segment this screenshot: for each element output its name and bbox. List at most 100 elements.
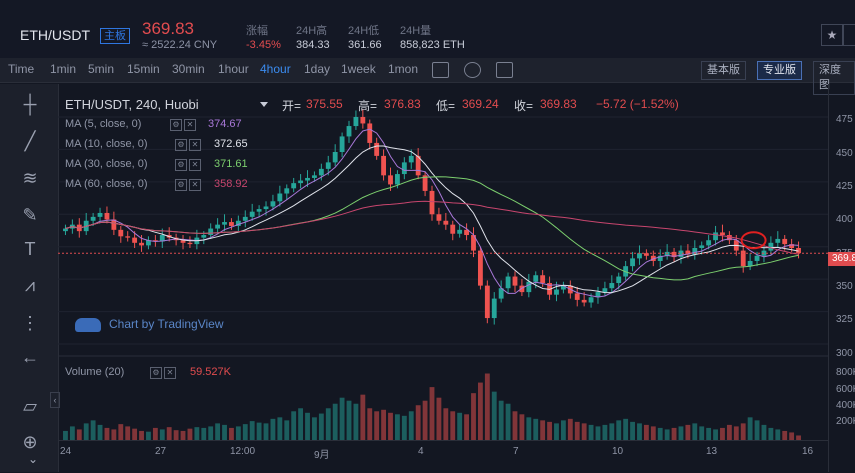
date-tick: 4 [418, 446, 424, 457]
close-icon[interactable]: ✕ [164, 367, 176, 379]
volume-bar [353, 403, 359, 440]
interval-time[interactable]: Time [8, 62, 35, 76]
volume-bar [464, 414, 469, 440]
price-chart[interactable] [58, 84, 828, 472]
settings-icon[interactable]: ⚙ [150, 367, 162, 379]
text-tool-icon[interactable]: T [24, 239, 36, 259]
ohlc-high: 376.83 [384, 97, 421, 111]
trendline-icon[interactable]: ╱ [24, 131, 36, 151]
volume-bar [256, 422, 262, 440]
volume-bar [104, 427, 110, 440]
volume-bar [574, 421, 580, 440]
zoom-in-icon[interactable]: ⊕ [22, 432, 38, 452]
candle-body [90, 216, 96, 221]
chevron-down-icon[interactable]: ⌄ [27, 452, 39, 466]
pattern-icon[interactable]: ⩘ [24, 275, 36, 295]
candle-body [332, 152, 338, 163]
volume-bar [678, 426, 684, 440]
indicator-ma10[interactable]: MA (10, close, 0) [65, 138, 148, 150]
symbol-title[interactable]: ETH/USDT, 240, Huobi [65, 97, 199, 112]
candle-body [713, 232, 718, 241]
indicator-ma60[interactable]: MA (60, close, 0) [65, 178, 148, 190]
collapse-toolbar-icon[interactable]: ‹ [50, 392, 60, 408]
settings-icon[interactable]: ⚙ [175, 159, 187, 171]
candle-body [422, 175, 428, 191]
interval-4hour[interactable]: 4hour [260, 62, 291, 76]
star-icon[interactable]: ★ [821, 24, 843, 46]
candle-body [671, 251, 677, 258]
interval-15min[interactable]: 15min [127, 62, 160, 76]
indicator-ma30[interactable]: MA (30, close, 0) [65, 158, 148, 170]
close-icon[interactable]: ✕ [189, 179, 201, 191]
volume-bar [443, 408, 449, 440]
volume-bar [270, 418, 276, 440]
ohlc-change: −5.72 (−1.52%) [596, 97, 679, 111]
candle-body [339, 136, 345, 152]
indicator-icon[interactable] [432, 62, 449, 78]
indicator-ma5[interactable]: MA (5, close, 0) [65, 118, 142, 130]
volume-bar [298, 408, 304, 440]
candle-body [305, 177, 310, 181]
measure-icon[interactable]: ⋮ [21, 313, 39, 333]
view-basic-button[interactable]: 基本版 [701, 61, 746, 80]
symbol-dropdown-icon[interactable] [260, 102, 268, 107]
candle-body [388, 175, 393, 185]
candle-body [291, 183, 297, 189]
volume-bar [215, 423, 221, 440]
main-board-tag: 主板 [100, 28, 130, 44]
volume-bar [249, 421, 255, 440]
interval-1day[interactable]: 1day [304, 62, 331, 76]
candle-body [360, 116, 366, 124]
volume-bar [312, 417, 317, 440]
view-pro-button[interactable]: 专业版 [757, 61, 802, 80]
fib-icon[interactable]: ≋ [22, 168, 38, 188]
stat-volume-value: 858,823 ETH [400, 39, 465, 51]
stat-high-label: 24H高 [296, 25, 328, 37]
pair-name[interactable]: ETH/USDT [20, 27, 90, 43]
interval-30min[interactable]: 30min [172, 62, 205, 76]
interval-1min[interactable]: 1min [50, 62, 77, 76]
volume-bar [346, 400, 352, 440]
tradingview-watermark[interactable]: Chart by TradingView [75, 317, 224, 332]
header-menu-button[interactable] [843, 24, 855, 46]
brush-icon[interactable]: ✎ [22, 205, 38, 225]
close-icon[interactable]: ✕ [189, 139, 201, 151]
candle-body [699, 245, 705, 248]
volume-bar [789, 432, 795, 440]
volume-bar [782, 430, 788, 440]
volume-bar [374, 411, 380, 440]
ticker-header [0, 0, 855, 58]
volume-bar [318, 413, 324, 440]
close-icon[interactable]: ✕ [184, 119, 196, 131]
candle-body [477, 250, 483, 286]
candle-body [111, 219, 117, 230]
volume-indicator[interactable]: Volume (20) [65, 366, 125, 378]
interval-1week[interactable]: 1week [341, 62, 376, 76]
interval-5min[interactable]: 5min [88, 62, 115, 76]
candle-body [657, 255, 663, 261]
candle-body [401, 162, 407, 175]
date-tick: 16 [802, 446, 814, 457]
ruler-icon[interactable]: ▱ [23, 396, 37, 416]
back-arrow-icon[interactable]: ← [21, 347, 39, 367]
candle-body [457, 229, 463, 234]
volume-bar [747, 417, 753, 440]
crosshair-icon[interactable]: ┼ [23, 94, 37, 114]
settings-icon[interactable]: ⚙ [175, 179, 187, 191]
candle-body [381, 155, 387, 176]
fullscreen-icon[interactable] [496, 62, 513, 78]
volume-bar [533, 418, 539, 440]
candle-body [595, 292, 601, 298]
volume-bar [194, 427, 200, 440]
volume-bar [395, 414, 400, 440]
interval-1hour[interactable]: 1hour [218, 62, 249, 76]
settings-icon[interactable]: ⚙ [175, 139, 187, 151]
settings-icon[interactable] [464, 62, 481, 78]
volume-bar [560, 420, 566, 440]
candle-body [581, 299, 587, 303]
interval-1mon[interactable]: 1mon [388, 62, 419, 76]
volume-bar [450, 411, 456, 440]
close-icon[interactable]: ✕ [189, 159, 201, 171]
settings-icon[interactable]: ⚙ [170, 119, 182, 131]
candle-body [706, 240, 712, 246]
